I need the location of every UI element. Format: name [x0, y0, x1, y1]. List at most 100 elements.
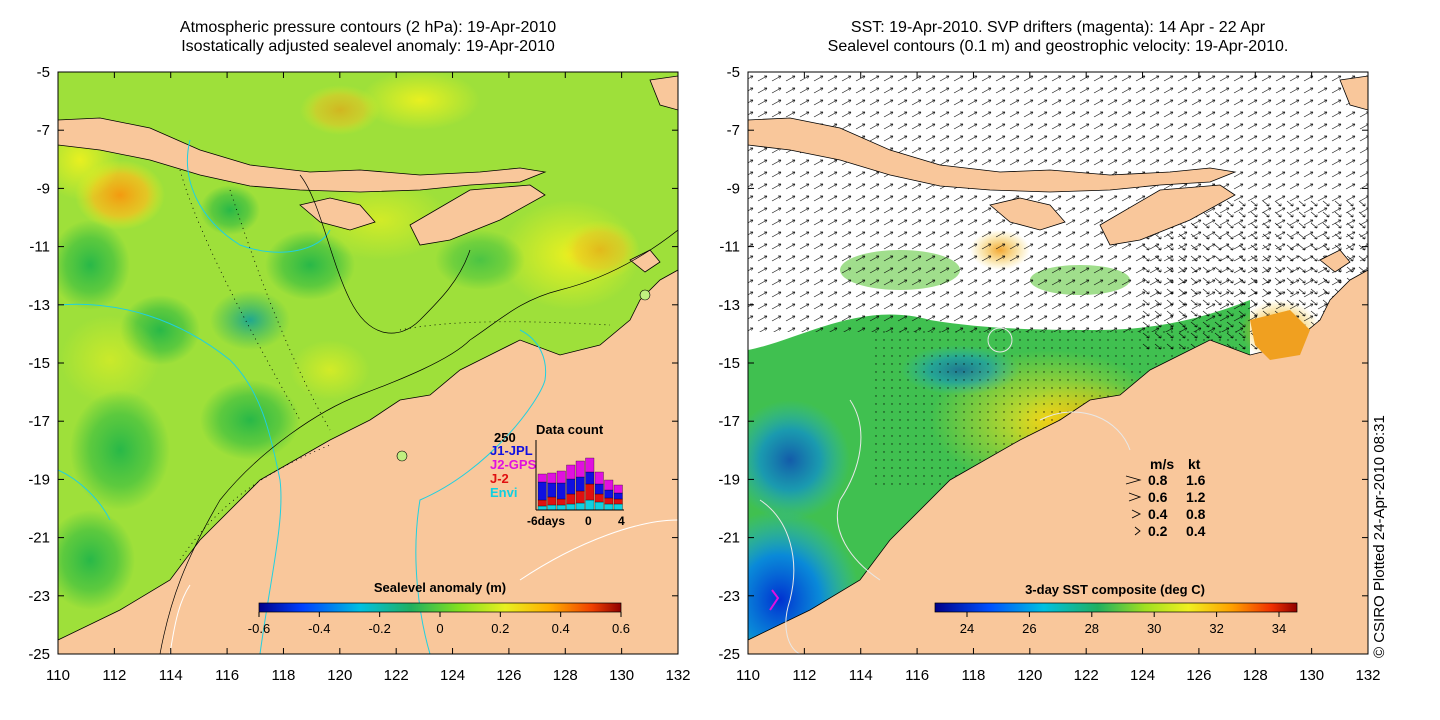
x-tick-label: 110 — [46, 667, 70, 684]
sealevel-colorbar-ramp — [258, 602, 622, 613]
x-tick-label: 116 — [215, 667, 239, 684]
colorbar-tick-label: -0.2 — [368, 621, 390, 636]
x-tick-label: 128 — [1243, 667, 1268, 684]
data-count-bar — [556, 504, 566, 511]
data-count-xlabel-right: 4 — [618, 514, 625, 528]
x-tick-label: 126 — [496, 667, 521, 684]
data-count-legend-envi: Envi — [490, 485, 517, 500]
x-tick-label: 130 — [1299, 667, 1324, 684]
sealevel-contours — [759, 327, 1131, 654]
colorbar-tick-label: 28 — [1085, 621, 1099, 636]
white-contours — [169, 519, 678, 654]
colorbar-tick-label: 0.6 — [612, 621, 630, 636]
x-tick-label: 116 — [905, 667, 929, 684]
data-count-bar — [613, 484, 623, 494]
x-tick-label: 118 — [271, 667, 295, 684]
data-count-bar — [537, 505, 547, 511]
data-count-bar — [547, 496, 557, 506]
y-tick-label: -19 — [28, 471, 50, 488]
data-count-bar — [604, 497, 614, 505]
y-tick-label: -19 — [718, 471, 740, 488]
left-axes: 110 112 114 116 118 120 122 124 126 128 130 132 -5 -7… — [28, 64, 690, 684]
y-tick-label: -25 — [718, 646, 740, 663]
data-count-bar — [604, 503, 614, 511]
velocity-legend-kt: 0.4 — [1186, 523, 1206, 539]
velocity-legend-kt: 0.8 — [1186, 506, 1206, 522]
data-count-bar — [566, 464, 576, 480]
data-count-xlabel-left: -6days — [527, 514, 565, 528]
right-axes: 110 112 114 116 118 120 122 124 126 128 130 132 -5 -7… — [718, 64, 1380, 684]
sst-colorbar-ramp — [934, 602, 1298, 613]
sst-colorbar-label: 3-day SST composite (deg C) — [1025, 582, 1205, 597]
colorbar-tick-label: -0.6 — [248, 621, 270, 636]
depth-contours — [159, 174, 678, 654]
right-title-line2: Sealevel contours (0.1 m) and geostrophi… — [827, 38, 1289, 55]
data-count-bar — [604, 479, 614, 491]
data-count-bar — [585, 483, 595, 501]
right-map-title: SST: 19-Apr-2010. SVP drifters (magenta)… — [748, 18, 1368, 56]
data-count-bar — [594, 501, 604, 511]
velocity-scale-arrow-icon — [1128, 492, 1142, 502]
velocity-legend-kt: 1.2 — [1186, 489, 1206, 505]
data-count-bar — [604, 489, 614, 499]
velocity-legend: m/s kt 0.8 1.60.6 1.20.4 0.80.2 0.4 — [1125, 456, 1206, 539]
y-tick-label: -15 — [28, 355, 50, 372]
data-count-bar — [556, 470, 566, 484]
station-marker — [396, 450, 408, 462]
data-count-bar — [537, 499, 547, 507]
data-count-legend-j2-gps: J2-GPS — [490, 457, 537, 472]
velocity-legend-ms: 0.6 — [1148, 489, 1168, 505]
sst-map — [747, 71, 1369, 655]
land-masses — [748, 75, 1368, 654]
y-tick-label: -25 — [28, 646, 50, 663]
x-tick-label: 122 — [1074, 667, 1099, 684]
data-count-bar — [566, 493, 576, 505]
colorbar-tick-label: 24 — [960, 621, 974, 636]
data-count-bar — [594, 483, 604, 495]
velocity-scale-arrow-icon — [1131, 509, 1142, 519]
data-count-bar — [585, 471, 595, 485]
svp-drifter-track — [769, 589, 780, 611]
colorbar-tick-label: 0 — [436, 621, 443, 636]
data-count-bar — [575, 502, 585, 511]
left-title-line1: Atmospheric pressure contours (2 hPa): 1… — [179, 19, 557, 36]
y-tick-label: -23 — [718, 588, 740, 605]
y-tick-label: -23 — [28, 588, 50, 605]
left-map-title: Atmospheric pressure contours (2 hPa): 1… — [58, 18, 678, 56]
x-tick-label: 114 — [159, 667, 183, 684]
pressure-contours — [58, 139, 547, 654]
sealevel-colorbar: Sealevel anomaly (m) -0.6 -0.4 -0.2 0 0.2 0.4… — [248, 580, 630, 636]
x-tick-label: 132 — [1355, 667, 1380, 684]
colorbar-tick-label: -0.4 — [308, 621, 330, 636]
sealevel-anomaly-map — [57, 71, 679, 655]
velocity-scale-arrow-icon — [1125, 475, 1142, 485]
data-count-bar — [613, 492, 623, 500]
x-tick-label: 124 — [440, 667, 465, 684]
left-title-line2: Isostatically adjusted sealevel anomaly:… — [181, 38, 555, 55]
data-count-bar — [575, 460, 585, 478]
x-tick-label: 120 — [1017, 667, 1042, 684]
data-count-bar — [547, 482, 557, 498]
y-tick-label: -21 — [718, 530, 740, 547]
y-tick-label: -9 — [727, 180, 740, 197]
x-tick-label: 122 — [384, 667, 409, 684]
x-tick-label: 118 — [961, 667, 985, 684]
x-tick-label: 130 — [609, 667, 634, 684]
data-count-bar — [556, 498, 566, 506]
y-tick-label: -17 — [718, 413, 740, 430]
y-tick-label: -17 — [28, 413, 50, 430]
x-tick-label: 114 — [849, 667, 873, 684]
data-count-bars — [537, 457, 623, 511]
colorbar-tick-label: 34 — [1272, 621, 1286, 636]
colorbar-tick-label: 30 — [1147, 621, 1161, 636]
colorbar-tick-label: 0.4 — [552, 621, 570, 636]
data-count-bar — [537, 481, 547, 501]
y-tick-label: -7 — [37, 122, 50, 139]
y-tick-label: -5 — [727, 64, 740, 81]
sst-colorbar: 3-day SST composite (deg C) 24 26 28 30 32 34 — [934, 582, 1298, 636]
data-count-bar — [594, 471, 604, 485]
data-count-legend-j-2: J-2 — [490, 471, 509, 486]
data-count-bar — [547, 504, 557, 511]
